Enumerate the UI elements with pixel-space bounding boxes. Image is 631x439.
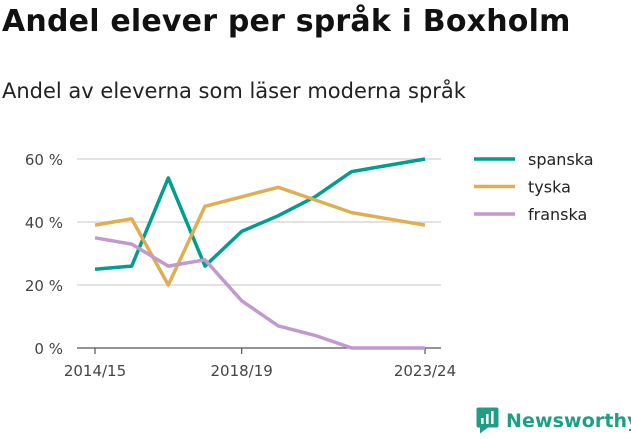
x-tick-label: 2014/15 [64,362,126,380]
legend-label-tyska: tyska [528,178,571,197]
series-line-spanska [94,157,426,272]
chart-subtitle: Andel av eleverna som läser moderna språ… [2,79,466,103]
chart-title: Andel elever per språk i Boxholm [2,4,571,39]
brand-name: Newsworthy [506,409,631,432]
newsworthy-logo-icon [476,407,499,434]
y-tick-label: 60 % [25,151,63,169]
series-line-tyska [94,185,426,287]
series-line-franska [94,236,425,350]
grid-lines [77,158,441,349]
y-tick-label: 40 % [25,214,63,232]
x-tick-label: 2023/24 [394,362,456,380]
x-tick-label: 2018/19 [211,362,273,380]
axes: 0 % 20 % 40 % 60 % 2014/15 2018/19 2023/24 [25,151,456,380]
y-tick-label: 0 % [34,340,63,358]
series-lines [94,157,426,350]
legend-label-spanska: spanska [528,150,594,169]
brand-logo: Newsworthy [476,407,631,434]
legend: spanska tyska franska [474,150,594,224]
legend-label-franska: franska [528,205,587,224]
y-tick-label: 20 % [25,277,63,295]
